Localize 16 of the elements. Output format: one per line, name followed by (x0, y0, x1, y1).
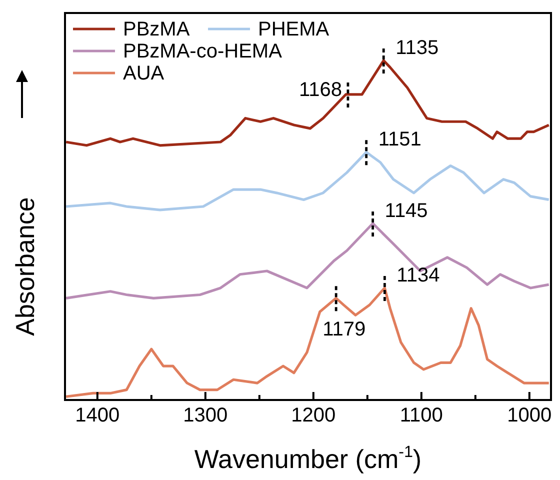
annotation: 1134 (396, 264, 440, 286)
annotation: 1179 (322, 318, 366, 341)
annotation: 1168 (298, 78, 342, 101)
x-tick-label: 1300 (183, 404, 228, 427)
annotation: 1135 (396, 37, 439, 60)
legend-label: PBzMA-co-HEMA (123, 40, 283, 63)
annotation: 1151 (378, 128, 422, 151)
x-tick-label: 1100 (400, 404, 443, 427)
legend-label: PBzMA (123, 18, 190, 41)
legend-label: AUA (123, 62, 165, 85)
annotation: 1145 (384, 200, 428, 222)
x-tick-label: 1400 (75, 404, 120, 427)
y-axis-title: Absorbance (10, 197, 40, 336)
legend-label: PHEMA (258, 18, 330, 41)
x-tick-label: 1200 (291, 404, 336, 427)
x-tick-label: 1000 (507, 404, 552, 427)
